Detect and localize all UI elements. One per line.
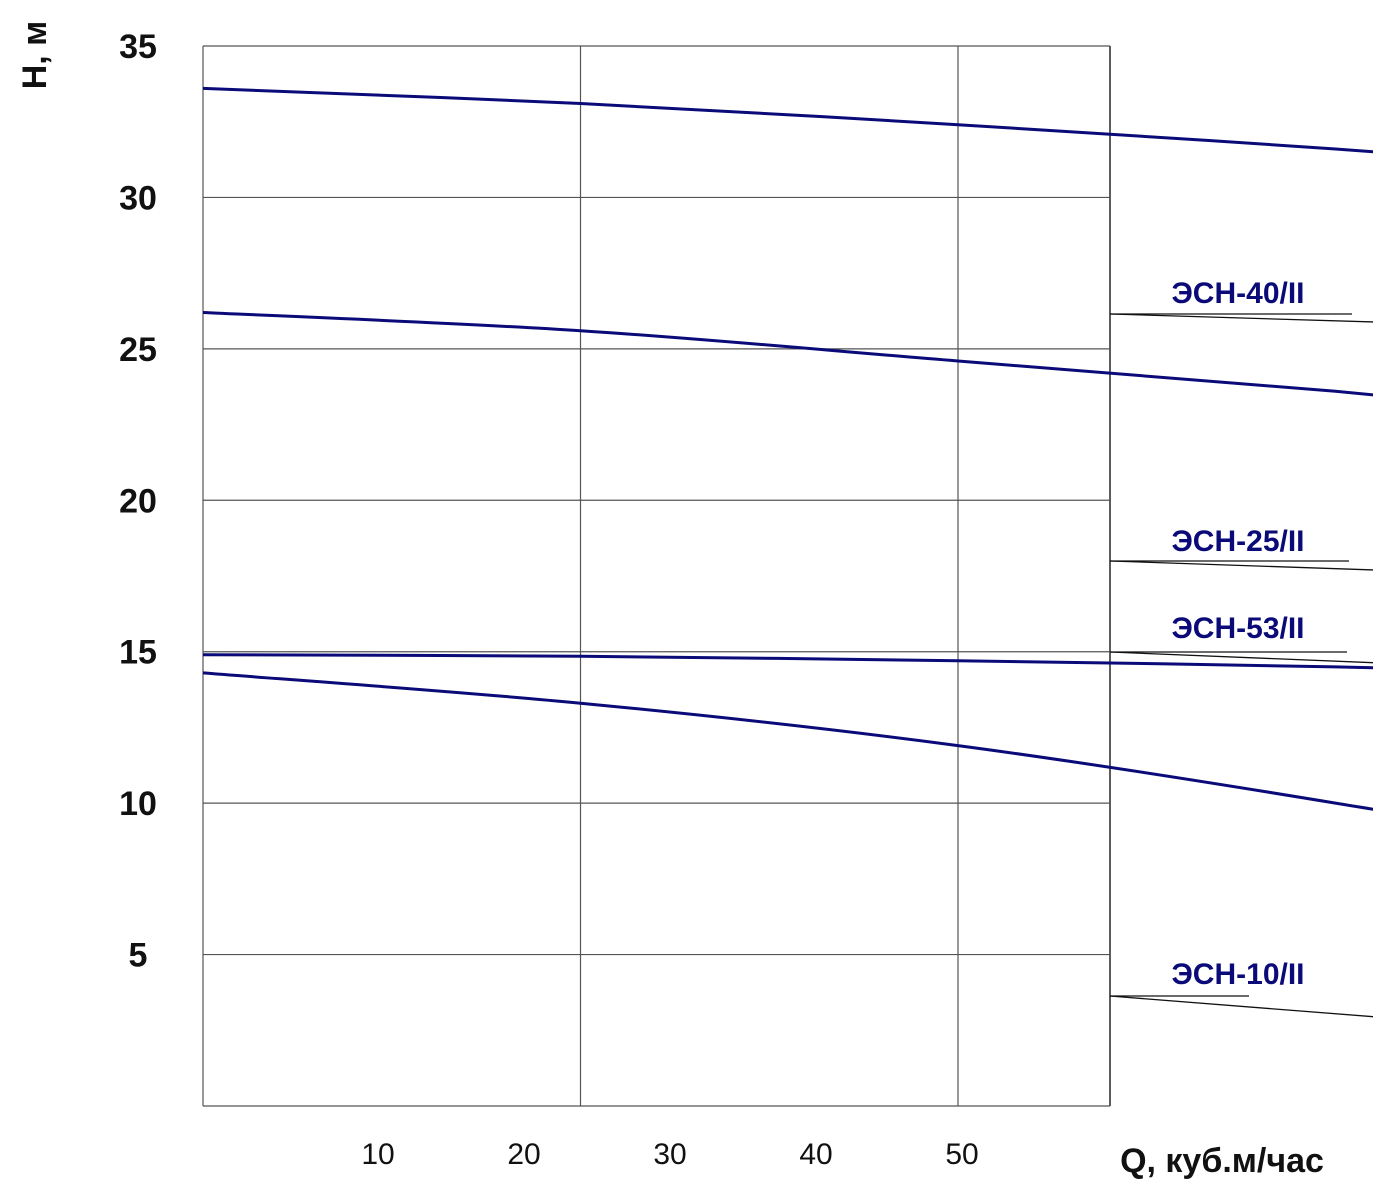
y-tick-label: 15 <box>119 634 157 672</box>
y-axis-label: H, м <box>16 21 54 90</box>
series-labels: ЭСН-40/II ЭСН-25/II ЭСН-53/II ЭСН-10/II <box>1171 277 1304 991</box>
series-line-4 <box>202 671 1373 811</box>
series-line-1 <box>202 86 1373 154</box>
series-label-3: ЭСН-53/II <box>1171 612 1304 645</box>
y-tick-label: 10 <box>119 785 157 823</box>
x-tick-label: 10 <box>361 1138 394 1171</box>
x-axis-label: Q, куб.м/час <box>1120 1142 1324 1180</box>
series-line-2 <box>202 311 1373 397</box>
x-axis-ticks: 10 20 30 40 50 <box>361 1138 978 1171</box>
y-tick-label: 25 <box>119 331 157 369</box>
y-tick-label: 20 <box>119 482 157 520</box>
y-tick-label: 30 <box>119 179 157 217</box>
grid-lines <box>202 45 1111 1107</box>
x-tick-label: 50 <box>945 1138 978 1171</box>
y-tick-label: 35 <box>119 28 157 66</box>
series-label-4: ЭСН-10/II <box>1171 958 1304 991</box>
x-tick-label: 20 <box>507 1138 540 1171</box>
y-axis-ticks: 5 10 15 20 25 30 35 <box>119 28 157 975</box>
series-label-2: ЭСН-25/II <box>1171 525 1304 558</box>
series-label-pointers <box>1109 313 1373 1018</box>
label-pointer-arrow <box>1109 995 1373 1018</box>
x-tick-label: 40 <box>799 1138 832 1171</box>
x-tick-label: 30 <box>653 1138 686 1171</box>
series-line-3 <box>202 653 1373 670</box>
y-tick-label: 5 <box>129 937 148 975</box>
series-label-1: ЭСН-40/II <box>1171 277 1304 310</box>
performance-curves <box>202 86 1373 811</box>
